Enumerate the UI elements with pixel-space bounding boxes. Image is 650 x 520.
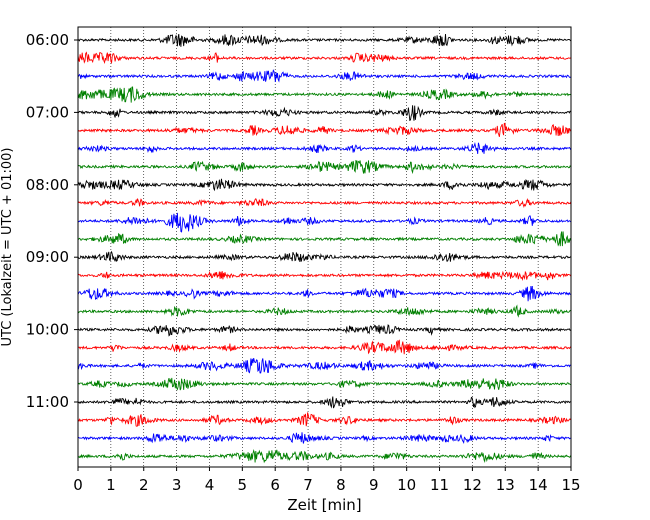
seismogram-traces (77, 33, 572, 464)
x-axis-ticks: 0 1 2 3 4 5 6 7 8 9 10 11 12 13 14 15 (73, 467, 581, 494)
y-tick-label: 10:00 (26, 321, 69, 339)
plot-frame (77, 26, 572, 468)
seismogram-trace (77, 198, 572, 209)
seismogram-trace (77, 105, 572, 122)
x-tick-label: 6 (270, 476, 280, 494)
x-tick-label: 2 (139, 476, 149, 494)
y-axis-ticks: 06:00 07:00 08:00 09:00 10:00 11:00 (26, 31, 78, 411)
seismogram-trace (77, 396, 571, 409)
seismogram-trace (77, 339, 572, 355)
y-tick-label: 07:00 (26, 103, 69, 121)
x-tick-label: 3 (172, 476, 182, 494)
x-tick-label: 10 (397, 476, 416, 494)
x-tick-label: 9 (369, 476, 379, 494)
x-tick-label: 7 (303, 476, 313, 494)
seismogram-trace (77, 231, 572, 247)
plot-background (78, 27, 571, 467)
seismogram-trace (77, 304, 572, 318)
seismogram-trace (77, 69, 571, 83)
y-tick-label: 08:00 (26, 176, 69, 194)
x-tick-label: 11 (430, 476, 449, 494)
x-tick-label: 15 (561, 476, 580, 494)
seismogram-trace (77, 178, 571, 192)
seismogram-trace (77, 377, 571, 391)
seismogram-trace (77, 122, 572, 137)
x-tick-label: 12 (463, 476, 482, 494)
y-tick-label: 06:00 (26, 31, 69, 49)
x-tick-label: 4 (205, 476, 215, 494)
seismogram-trace (77, 270, 572, 281)
vertical-gridlines (110, 27, 539, 467)
x-tick-label: 8 (336, 476, 346, 494)
x-tick-label: 1 (106, 476, 116, 494)
seismogram-trace (77, 432, 571, 444)
seismogram-trace (77, 324, 572, 337)
seismogram-trace (77, 449, 572, 464)
y-axis-label: UTC (Lokalzeit = UTC + 01:00) (0, 148, 15, 347)
x-tick-label: 5 (238, 476, 248, 494)
seismogram-trace (77, 250, 572, 263)
seismogram-trace (77, 159, 572, 175)
x-tick-label: 0 (73, 476, 83, 494)
x-tick-label: 13 (496, 476, 515, 494)
y-tick-label: 09:00 (26, 248, 69, 266)
seismogram-trace (77, 33, 572, 47)
x-tick-label: 14 (529, 476, 548, 494)
seismogram-trace (77, 86, 572, 103)
y-tick-label: 11:00 (26, 393, 69, 411)
x-axis-label: Zeit [min] (287, 496, 361, 514)
seismogram-trace (77, 285, 571, 302)
seismogram-trace (77, 212, 572, 233)
seismogram-trace (77, 412, 572, 427)
seismogram-trace (77, 142, 572, 154)
seismogram-trace (77, 51, 572, 65)
seismogram-trace (77, 358, 572, 374)
